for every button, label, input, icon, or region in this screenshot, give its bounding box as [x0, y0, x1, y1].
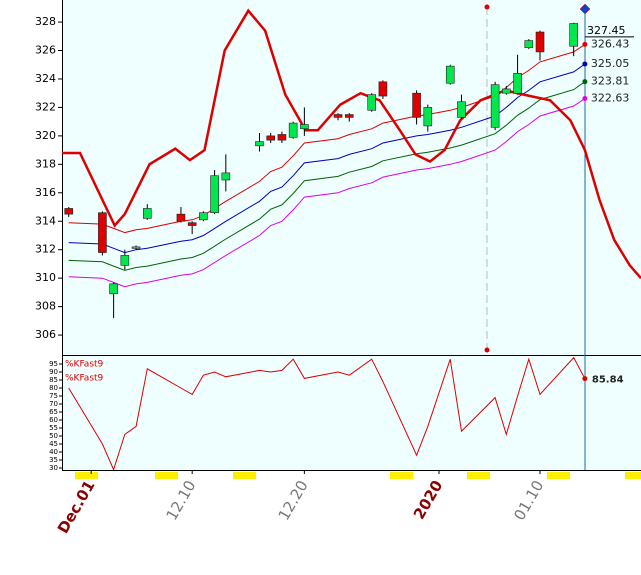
y-tick-label: 30: [49, 464, 58, 472]
candle-body: [445, 65, 455, 84]
candle-body: [199, 212, 208, 221]
candle-body: [457, 101, 466, 118]
candle-body: [221, 172, 231, 181]
week-markers: [75, 472, 641, 479]
candle-body: [513, 72, 522, 94]
y-tick-label: 312: [35, 243, 56, 256]
legend-label: %KFast9: [65, 374, 104, 384]
candle-body: [210, 175, 219, 214]
x-tick-label: 12.20: [275, 477, 312, 523]
end-label: 326.43: [591, 37, 630, 50]
y-tick-label: 316: [35, 186, 56, 199]
end-dot: [582, 79, 588, 85]
x-tick-label: Dec.01: [54, 477, 99, 536]
candle-body: [131, 246, 141, 249]
end-dot: [582, 61, 588, 67]
y-tick-label: 60: [49, 416, 58, 424]
indicator-line: [68, 98, 586, 288]
candle-body: [176, 213, 186, 222]
cursor-dot: [484, 4, 490, 10]
y-tick-label: 314: [35, 214, 56, 227]
y-tick-label: 45: [49, 440, 58, 448]
end-dot: [582, 376, 588, 382]
end-dot: [582, 95, 588, 101]
price-panel: [62, 0, 641, 355]
x-tick-label: 01.10: [510, 477, 547, 523]
candle-body: [109, 283, 118, 295]
indicator-line: [68, 81, 586, 271]
y-tick-label: 322: [35, 100, 56, 113]
y-tick-label: 306: [35, 328, 56, 341]
y-tick-label: 50: [49, 432, 58, 440]
candle-body: [378, 81, 388, 97]
y-tick-label: 318: [35, 157, 56, 170]
y-tick-label: 310: [35, 271, 56, 284]
end-label: 325.05: [591, 57, 630, 70]
end-label: 322.63: [591, 91, 630, 104]
candle-body: [490, 84, 500, 128]
y-tick-label: 80: [49, 384, 58, 392]
x-tick-label: 12.10: [162, 477, 199, 523]
candle-body: [255, 141, 264, 147]
y-tick-label: 65: [49, 408, 58, 416]
candle-body: [277, 134, 287, 141]
candle-body: [344, 114, 354, 118]
candle-body: [367, 94, 376, 111]
candle-body: [120, 255, 130, 266]
y-tick-label: 90: [49, 368, 58, 376]
y-tick-label: 55: [49, 424, 58, 432]
current-marker: [579, 3, 591, 15]
y-tick-label: 308: [35, 300, 56, 313]
candle-body: [333, 114, 343, 118]
y-tick-label: 95: [49, 360, 58, 368]
end-label: 323.81: [591, 75, 630, 88]
last-price-label: 327.45: [587, 24, 626, 37]
end-label: 85.84: [592, 375, 624, 386]
candle-body: [300, 124, 309, 130]
indicator-line: [68, 356, 586, 472]
candle-body: [187, 222, 197, 226]
cursor-dot: [484, 347, 490, 353]
y-tick-label: 40: [49, 448, 58, 456]
end-dot: [582, 41, 588, 47]
y-tick-label: 326: [35, 44, 56, 57]
y-tick-label: 324: [35, 72, 56, 85]
candle-body: [569, 23, 578, 47]
candle-body: [142, 208, 152, 219]
indicator-line: [68, 63, 586, 254]
y-tick-label: 320: [35, 129, 56, 142]
candle-body: [524, 40, 534, 48]
candle-body: [288, 122, 298, 138]
y-tick-label: 75: [49, 392, 58, 400]
candle-body: [423, 107, 433, 127]
candle-body: [266, 135, 276, 141]
x-tick-label: 2020: [410, 477, 446, 522]
candle-body: [502, 88, 511, 94]
candle-body: [412, 92, 421, 118]
candle-body: [64, 208, 74, 215]
candle-body: [535, 31, 545, 53]
y-tick-label: 328: [35, 15, 56, 28]
indicator-title: %KFast9: [65, 360, 104, 370]
y-tick-label: 70: [49, 400, 58, 408]
y-tick-label: 85: [49, 376, 58, 384]
candle-body: [98, 212, 107, 253]
y-tick-label: 35: [49, 456, 58, 464]
